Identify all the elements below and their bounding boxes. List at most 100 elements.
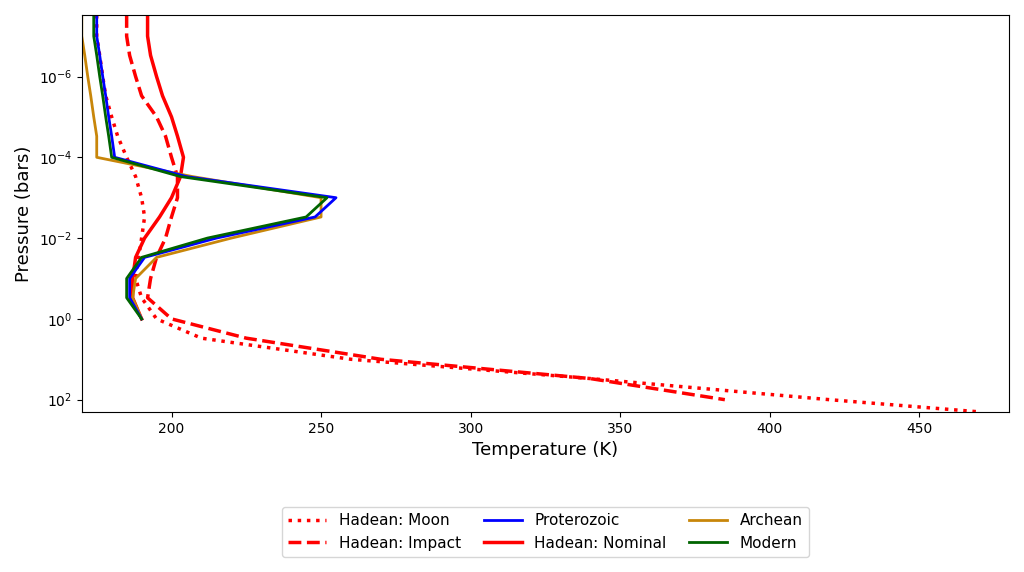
Line: Hadean: Nominal: Hadean: Nominal (133, 15, 183, 319)
Archean (315, 194, 328, 201)
Hadean: Nominal: (190, 1): Nominal: (190, 1) (135, 315, 147, 322)
Modern (99, 113, 112, 120)
Archean (225, 235, 238, 241)
Hadean: Impact: (225, 3): Impact: (225, 3) (241, 335, 253, 341)
Hadean: Nominal: (196, 0.003): Nominal: (196, 0.003) (154, 213, 166, 220)
Proterozoic (96, 73, 109, 80)
Proterozoic (210, 235, 222, 241)
Proterozoic (99, 92, 112, 99)
Archean (76, 11, 88, 18)
Hadean: Moon: (176, 3e-07): Moon: (176, 3e-07) (93, 52, 105, 59)
Hadean: Nominal: (188, 0.03): Nominal: (188, 0.03) (129, 254, 141, 261)
Y-axis label: Pressure (bars): Pressure (bars) (15, 145, 33, 281)
Proterozoic (90, 33, 102, 39)
Hadean: Nominal: (187, 0.1): Nominal: (187, 0.1) (127, 275, 139, 282)
Modern (88, 33, 100, 39)
Hadean: Nominal: (187, 0.3): Nominal: (187, 0.3) (127, 295, 139, 301)
Modern (121, 295, 133, 301)
Modern (96, 92, 109, 99)
Hadean: Nominal: (192, 3e-08): Nominal: (192, 3e-08) (141, 11, 154, 18)
Modern (321, 194, 333, 201)
Archean (186, 173, 199, 180)
X-axis label: Temperature (K): Temperature (K) (472, 441, 618, 459)
Hadean: Moon: (210, 3): Moon: (210, 3) (196, 335, 208, 341)
Line: Hadean: Impact: Hadean: Impact (127, 15, 725, 400)
Modern (121, 275, 133, 282)
Hadean: Moon: (420, 100): Moon: (420, 100) (823, 396, 836, 403)
Hadean: Impact: (198, 3e-05): Impact: (198, 3e-05) (160, 133, 172, 140)
Line: Proterozoic: Proterozoic (96, 15, 336, 319)
Hadean: Moon: (180, 1e-05): Moon: (180, 1e-05) (105, 113, 118, 120)
Archean (79, 52, 91, 59)
Hadean: Moon: (175, 3e-08): Moon: (175, 3e-08) (90, 11, 102, 18)
Hadean: Nominal: (197, 3e-06): Nominal: (197, 3e-06) (157, 92, 169, 99)
Archean (151, 254, 163, 261)
Archean (76, 33, 88, 39)
Hadean: Moon: (185, 0.0001): Moon: (185, 0.0001) (121, 154, 133, 161)
Hadean: Impact: (200, 0.0001): Impact: (200, 0.0001) (165, 154, 177, 161)
Hadean: Impact: (202, 0.0003): Impact: (202, 0.0003) (171, 173, 183, 180)
Hadean: Moon: (191, 0.003): Moon: (191, 0.003) (138, 213, 151, 220)
Hadean: Impact: (200, 0.003): Impact: (200, 0.003) (165, 213, 177, 220)
Modern (88, 11, 100, 18)
Hadean: Moon: (190, 0.01): Moon: (190, 0.01) (135, 235, 147, 241)
Modern (90, 52, 102, 59)
Proterozoic (102, 113, 115, 120)
Hadean: Nominal: (204, 0.0001): Nominal: (204, 0.0001) (177, 154, 189, 161)
Hadean: Moon: (260, 10): Moon: (260, 10) (345, 356, 357, 363)
Hadean: Moon: (175, 1e-07): Moon: (175, 1e-07) (90, 33, 102, 39)
Hadean: Moon: (189, 0.03): Moon: (189, 0.03) (132, 254, 144, 261)
Proterozoic (309, 213, 322, 220)
Hadean: Nominal: (195, 1e-06): Nominal: (195, 1e-06) (151, 73, 163, 80)
Hadean: Impact: (195, 1e-05): Impact: (195, 1e-05) (151, 113, 163, 120)
Hadean: Impact: (192, 0.3): Impact: (192, 0.3) (141, 295, 154, 301)
Hadean: Moon: (190, 0.3): Moon: (190, 0.3) (135, 295, 147, 301)
Archean (82, 73, 94, 80)
Modern (174, 173, 186, 180)
Hadean: Moon: (177, 1e-06): Moon: (177, 1e-06) (96, 73, 109, 80)
Modern (102, 133, 115, 140)
Modern (135, 254, 147, 261)
Hadean: Moon: (195, 1): Moon: (195, 1) (151, 315, 163, 322)
Archean (129, 275, 141, 282)
Modern (135, 315, 147, 322)
Proterozoic (138, 254, 151, 261)
Line: Hadean: Moon: Hadean: Moon (96, 15, 979, 412)
Line: Modern: Modern (94, 15, 327, 319)
Hadean: Moon: (340, 30): Moon: (340, 30) (584, 375, 596, 382)
Archean (88, 113, 100, 120)
Hadean: Impact: (195, 0.03): Impact: (195, 0.03) (151, 254, 163, 261)
Hadean: Impact: (190, 3e-06): Impact: (190, 3e-06) (135, 92, 147, 99)
Archean (90, 133, 102, 140)
Hadean: Nominal: (200, 0.001): Nominal: (200, 0.001) (165, 194, 177, 201)
Hadean: Impact: (193, 0.1): Impact: (193, 0.1) (144, 275, 157, 282)
Hadean: Moon: (188, 0.0003): Moon: (188, 0.0003) (129, 173, 141, 180)
Hadean: Impact: (185, 1e-07): Impact: (185, 1e-07) (121, 33, 133, 39)
Hadean: Moon: (190, 0.001): Moon: (190, 0.001) (135, 194, 147, 201)
Hadean: Moon: (182, 3e-05): Moon: (182, 3e-05) (112, 133, 124, 140)
Hadean: Impact: (186, 3e-07): Impact: (186, 3e-07) (124, 52, 136, 59)
Modern (105, 154, 118, 161)
Proterozoic (135, 315, 147, 322)
Hadean: Impact: (385, 100): Impact: (385, 100) (719, 396, 731, 403)
Hadean: Moon: (188, 0.1): Moon: (188, 0.1) (129, 275, 141, 282)
Proterozoic (105, 133, 118, 140)
Hadean: Nominal: (200, 1e-05): Nominal: (200, 1e-05) (165, 113, 177, 120)
Hadean: Impact: (202, 0.001): Impact: (202, 0.001) (171, 194, 183, 201)
Hadean: Nominal: (193, 3e-07): Nominal: (193, 3e-07) (144, 52, 157, 59)
Archean (90, 154, 102, 161)
Proterozoic (109, 154, 121, 161)
Proterozoic (330, 194, 342, 201)
Archean (127, 295, 139, 301)
Legend: Hadean: Moon, Hadean: Impact, Proterozoic, Hadean: Nominal, Archean, Modern: Hadean: Moon, Hadean: Impact, Proterozoi… (282, 507, 809, 557)
Hadean: Nominal: (191, 0.01): Nominal: (191, 0.01) (138, 235, 151, 241)
Proterozoic (93, 52, 105, 59)
Hadean: Nominal: (202, 3e-05): Nominal: (202, 3e-05) (171, 133, 183, 140)
Archean (85, 92, 97, 99)
Hadean: Impact: (340, 30): Impact: (340, 30) (584, 375, 596, 382)
Hadean: Moon: (178, 3e-06): Moon: (178, 3e-06) (99, 92, 112, 99)
Archean (315, 213, 328, 220)
Archean (135, 315, 147, 322)
Proterozoic (180, 173, 193, 180)
Line: Archean: Archean (82, 15, 322, 319)
